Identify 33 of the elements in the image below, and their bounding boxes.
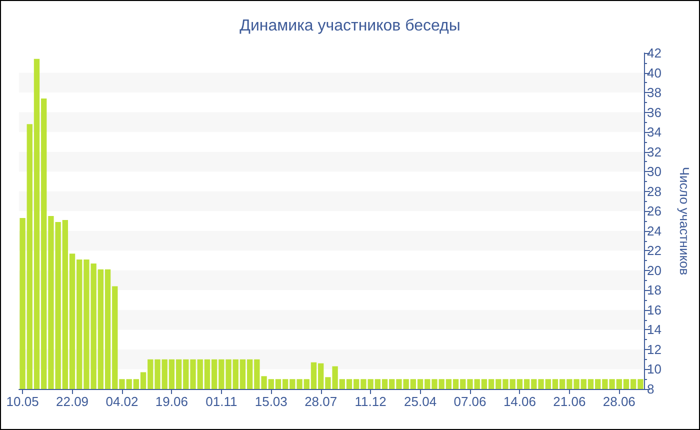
y-tick-label: 22 <box>647 243 662 258</box>
y-tick-label: 16 <box>647 302 662 318</box>
y-tick-label: 8 <box>647 382 654 396</box>
y-tick-label: 28 <box>647 184 662 199</box>
y-tick-label: 12 <box>647 342 662 357</box>
chart-title: Динамика участников беседы <box>240 18 460 34</box>
x-tick-label: 22.09 <box>56 394 89 409</box>
y-tick-label: 34 <box>647 124 662 140</box>
y-tick-label: 18 <box>647 282 662 298</box>
y-tick-label: 30 <box>647 164 662 180</box>
x-tick-label: 07.06 <box>454 394 486 409</box>
x-tick-label: 25.04 <box>404 394 437 409</box>
y-tick-label: 14 <box>647 322 662 338</box>
y-tick-label: 32 <box>647 144 662 160</box>
x-tick-label: 15.03 <box>254 394 288 409</box>
x-tick-label: 28.07 <box>304 394 338 409</box>
y-tick-label: 26 <box>647 204 662 219</box>
y-tick-label: 42 <box>647 46 662 60</box>
x-tick-label: 28.06 <box>602 394 636 409</box>
x-tick-label: 14.06 <box>503 394 536 409</box>
y-tick-label: 20 <box>647 262 662 278</box>
y-tick-label: 36 <box>647 104 662 120</box>
x-tick-label: 01.11 <box>206 394 238 409</box>
y-tick-label: 24 <box>647 223 662 238</box>
x-tick-label: 04.02 <box>106 394 138 409</box>
x-tick-label: 19.06 <box>155 394 188 409</box>
x-tick-label: 10.05 <box>6 394 39 409</box>
y-tick-label: 10 <box>647 362 662 377</box>
y-axis-title: Число участников <box>677 166 692 276</box>
y-tick-label: 38 <box>647 85 662 100</box>
y-tick-label: 40 <box>647 65 662 80</box>
x-tick-label: 11.12 <box>354 394 386 409</box>
x-tick-label: 21.06 <box>553 394 586 409</box>
